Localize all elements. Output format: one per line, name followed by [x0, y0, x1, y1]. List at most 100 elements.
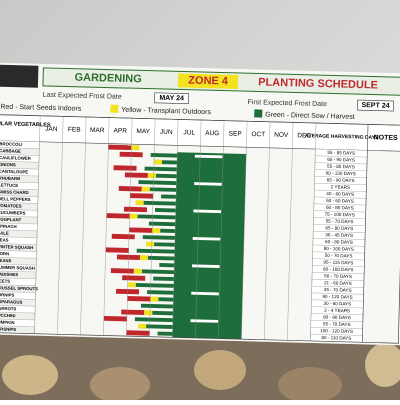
sow-bar [161, 160, 180, 165]
sow-bar [160, 228, 178, 234]
vegetable-name: PEAS [0, 237, 9, 242]
sow-bar [147, 255, 177, 261]
month-header: NOV [274, 132, 289, 139]
corner-header: POPULAR VEGETABLES [0, 121, 51, 129]
vegetable-name: ONIONS [0, 162, 16, 167]
harvest-days: 55 - 70 DAYS [323, 321, 351, 327]
transplant-bar [146, 241, 155, 247]
gap-bar [193, 209, 222, 214]
month-divider [218, 120, 225, 339]
harvest-days: 60 - 85 DAYS [326, 205, 354, 211]
month-header: JUN [160, 129, 173, 136]
sow-bar [143, 200, 178, 206]
indoor-bar [113, 165, 137, 171]
harvest-days: 2 - 4 YEARS [324, 308, 350, 314]
sow-bar [161, 194, 179, 199]
legend-yellow: Yellow - Transplant Outdoors [121, 107, 211, 116]
month-divider [172, 119, 179, 338]
sow-bar [155, 173, 179, 179]
vegetable-name: RHUBARB [0, 176, 20, 182]
vegetable-name: BRUSSEL SPROUTS [0, 285, 38, 291]
indoor-bar [121, 309, 145, 316]
vegetable-name: BEANS [0, 258, 12, 263]
month-header: SEP [229, 130, 242, 137]
sow-bar [149, 187, 179, 192]
transplant-bar [133, 268, 142, 274]
vegetable-name: CUCUMBERS [0, 210, 26, 216]
month-header: JAN [45, 126, 58, 133]
sow-bar [136, 248, 177, 254]
notes-header: NOTES [374, 134, 399, 142]
month-divider [310, 123, 317, 341]
indoor-bar [108, 144, 132, 151]
harvest-days: 21 - 60 DAYS [324, 280, 352, 286]
transplant-bar [141, 186, 150, 192]
indoor-bar [110, 268, 134, 274]
month-divider [103, 117, 110, 336]
transplant-bar [139, 255, 149, 261]
first-frost-box [357, 99, 394, 112]
indoor-bar [123, 206, 148, 213]
sow-bar [148, 221, 178, 227]
indoor-bar [129, 227, 153, 233]
vegetable-name: CABBAGE [0, 148, 21, 154]
indoor-bar [124, 172, 148, 178]
sow-bar [154, 208, 178, 213]
transplant-bar [150, 296, 159, 302]
transplant-bar [131, 145, 140, 151]
indoor-bar [122, 275, 146, 281]
gap-bar [191, 264, 220, 268]
poster: GARDENING ZONE 4 PLANTING SCHEDULE Last … [0, 62, 400, 346]
harvest-days: 90 - 120 DAYS [322, 294, 352, 300]
legend-swatch-yellow [110, 104, 119, 113]
vegetable-name: PUMPKIN [0, 320, 15, 326]
vegetable-name: BROCCOLI [0, 141, 22, 147]
transplant-bar [152, 228, 161, 234]
last-frost-date: MAY 24 [159, 95, 184, 103]
harvest-days: 55 - 85 DAYS [327, 150, 355, 156]
gap-bar [191, 291, 219, 296]
month-header: FEB [68, 126, 81, 133]
harvest-days: 50 - 60 DAYS [326, 198, 354, 204]
harvest-days: 80 - 90 DAYS [323, 314, 351, 320]
harvest-days: 65 - 80 DAYS [325, 225, 353, 231]
month-header: JUL [183, 129, 195, 136]
transplant-bar [135, 200, 144, 206]
harvest-days: 55 - 70 DAYS [326, 219, 354, 225]
vegetable-name: ZUCCHINI [0, 313, 16, 319]
vegetable-name: CANTALOUPE [0, 169, 28, 175]
harvest-block [172, 152, 247, 340]
vegetable-name: WINTER SQUASH [0, 244, 33, 250]
vegetable-name: BELL PEPPERS [0, 196, 31, 202]
zone-box [177, 73, 239, 89]
harvest-days: 50 - 70 DAYS [324, 273, 352, 279]
harvest-days: 95 - 115 DAYS [323, 260, 353, 266]
legend-red: Red - Start Seeds Indoors [0, 104, 82, 113]
vegetable-name: CAULIFLOWER [0, 155, 32, 161]
sow-bar [144, 166, 179, 172]
vegetable-name: TOMATOES [0, 203, 22, 209]
transplant-bar [153, 159, 163, 165]
month-divider [80, 116, 87, 335]
harvest-days: 75 - 100 DAYS [324, 212, 354, 218]
vegetable-name: SWISS CHARD [0, 189, 29, 195]
legend-green: Green - Direct Sow / Harvest [265, 112, 355, 121]
sow-bar [153, 276, 176, 282]
harvest-days: 90 - 130 DAYS [326, 170, 356, 176]
sow-bar [159, 263, 177, 268]
vegetable-name: SUMMER SQUASH [0, 265, 35, 271]
zone: ZONE 4 [188, 75, 229, 88]
transplant-bar [127, 282, 136, 288]
gap-bar [194, 182, 222, 186]
indoor-bar [105, 247, 129, 253]
vegetable-name: CARROTS [0, 306, 17, 312]
vegetable-name: BEETS [0, 278, 10, 283]
month-divider [57, 116, 64, 335]
transplant-bar [129, 213, 138, 219]
harvest-days: 80 - 100 DAYS [324, 246, 354, 252]
sow-bar [138, 180, 179, 186]
month-header: MAY [136, 128, 150, 135]
vegetable-name: CORN [0, 251, 9, 256]
